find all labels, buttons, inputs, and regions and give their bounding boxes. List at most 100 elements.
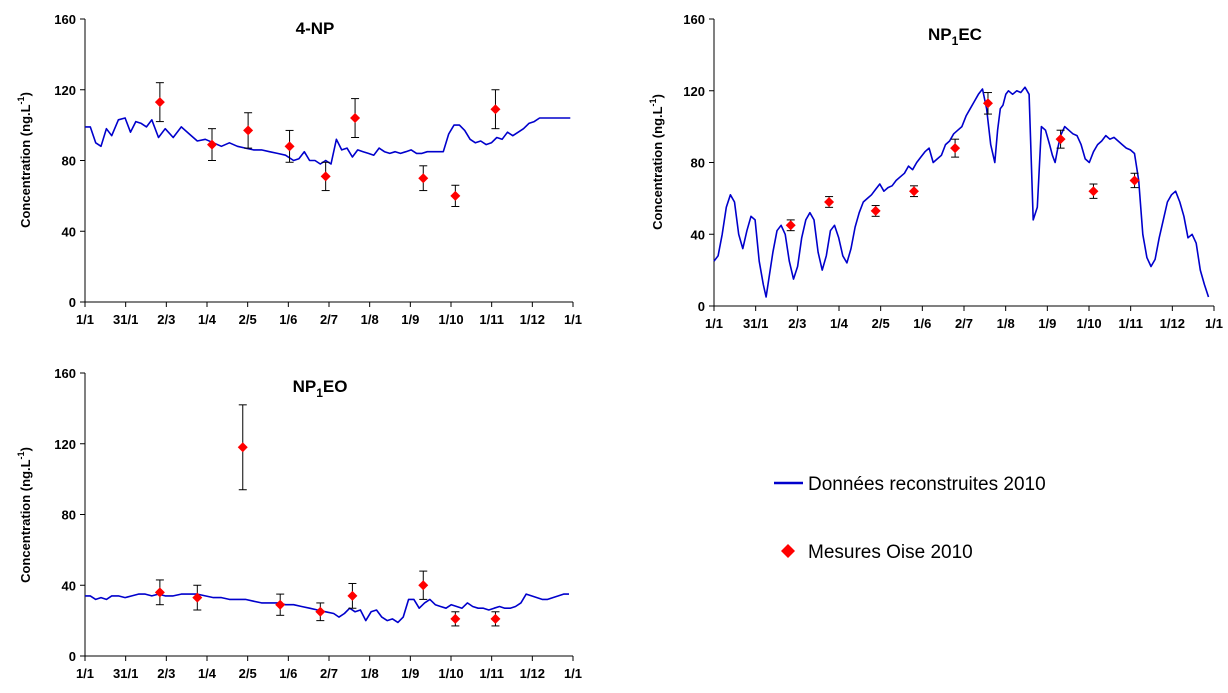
measurement-point (982, 98, 993, 109)
y-axis-label-end: ) (650, 94, 665, 98)
chart-4np: 0 40 80 120 160 1/1 31/1 2/3 1/4 2/5 1/6 2/7 1/8 1/9 1… (16, 12, 582, 327)
x-tick-label: 31/1 (113, 312, 138, 327)
x-tick-label: 1/8 (997, 316, 1015, 331)
x-tick-label: 1/10 (438, 666, 463, 681)
measurement-point (824, 196, 835, 207)
y-tick-label: 160 (54, 366, 76, 381)
y-tick-label: 120 (54, 83, 76, 98)
x-tick-label: 2/3 (157, 312, 175, 327)
y-tick-label: 80 (62, 154, 76, 169)
x-tick-label: 1/1 (76, 312, 94, 327)
x-tick-label: 31/1 (113, 666, 138, 681)
y-tick-label: 160 (683, 12, 705, 27)
x-tick-label: 1/9 (401, 312, 419, 327)
y-axis-label-superscript: -1 (648, 98, 658, 106)
y-tick-label: 80 (691, 156, 705, 171)
y-tick-label: 40 (62, 578, 76, 593)
measurement-point (418, 580, 429, 591)
y-axis-label-end: ) (18, 92, 33, 96)
measurement-point (284, 141, 295, 152)
x-tick-label: 1/8 (361, 666, 379, 681)
chart-title-main: NP (928, 25, 952, 44)
measurement-point (347, 590, 358, 601)
x-tick-label: 2/3 (157, 666, 175, 681)
measurement-point (785, 220, 796, 231)
y-tick-label: 0 (69, 649, 76, 664)
chart-title: 4-NP (296, 19, 335, 38)
chart-title-suffix: EC (958, 25, 982, 44)
x-tick-label: 1/10 (438, 312, 463, 327)
measurement-point (1129, 175, 1140, 186)
x-tick-label: 1/11 (1118, 316, 1143, 331)
x-tick-label: 1/9 (1038, 316, 1056, 331)
series-line-reconstructed (85, 117, 571, 165)
legend-line-label: Données reconstruites 2010 (808, 474, 1046, 495)
y-tick-label: 0 (698, 299, 705, 314)
chart-title-subscript: 1 (952, 34, 959, 48)
y-tick-label: 40 (62, 224, 76, 239)
measurement-point (275, 599, 286, 610)
y-axis-label-superscript: -1 (16, 96, 26, 104)
measurement-point (909, 186, 919, 197)
measurement-point (490, 104, 501, 115)
x-tick-label: 1/6 (279, 666, 297, 681)
measurement-point (207, 139, 218, 150)
y-tick-label: 160 (54, 12, 76, 27)
x-tick-label: 1/1 (1205, 316, 1223, 331)
y-axis-label-main: Concentration (ng.L (18, 104, 33, 228)
measurement-point (450, 613, 461, 624)
x-tick-label: 1/12 (1160, 316, 1185, 331)
measurement-point (315, 606, 326, 617)
legend-marker-swatch (781, 544, 795, 558)
y-tick-label: 120 (54, 437, 76, 452)
x-tick-label: 2/5 (239, 312, 257, 327)
x-tick-label: 1/4 (830, 316, 849, 331)
chart-title-main: NP (293, 377, 317, 396)
x-tick-label: 2/5 (872, 316, 890, 331)
x-tick-label: 1/12 (520, 312, 545, 327)
measurement-point (237, 442, 248, 453)
chart-title-main: 4-NP (296, 19, 335, 38)
measurement-point (154, 587, 165, 598)
measurement-point (192, 592, 203, 603)
y-axis-label-end: ) (18, 447, 33, 451)
measurement-point (154, 97, 165, 108)
y-tick-label: 120 (683, 84, 705, 99)
y-axis-label-main: Concentration (ng.L (18, 459, 33, 583)
x-tick-label: 31/1 (743, 316, 768, 331)
x-tick-label: 1/6 (913, 316, 931, 331)
legend-marker-label: Mesures Oise 2010 (808, 542, 973, 563)
x-tick-label: 2/7 (320, 666, 338, 681)
measurement-point (870, 205, 881, 216)
measurement-point (490, 613, 501, 624)
chart-title: NP1EO (293, 377, 348, 400)
x-tick-label: 1/1 (705, 316, 723, 331)
x-tick-label: 2/7 (955, 316, 973, 331)
measurement-point (1088, 186, 1099, 197)
legend: Données reconstruites 2010 Mesures Oise … (774, 474, 1046, 563)
measurement-point (243, 125, 254, 136)
x-tick-label: 1/4 (198, 312, 217, 327)
measurement-point (350, 113, 361, 124)
x-tick-label: 1/6 (279, 312, 297, 327)
y-tick-label: 80 (62, 508, 76, 523)
measurement-point (450, 190, 461, 201)
x-tick-label: 1/1 (76, 666, 94, 681)
chart-np1eo: 0 40 80 120 160 1/1 31/1 2/3 1/4 2/5 1/6 2/7 1/8 1/9 1… (16, 366, 582, 681)
chart-title-subscript: 1 (316, 386, 323, 400)
measurement-point (950, 143, 961, 154)
x-tick-label: 1/12 (520, 666, 545, 681)
x-tick-label: 1/1 (564, 666, 582, 681)
series-line-reconstructed (85, 593, 569, 624)
y-tick-label: 40 (691, 227, 705, 242)
x-tick-label: 1/11 (479, 666, 504, 681)
x-tick-label: 1/8 (361, 312, 379, 327)
measurement-point (1055, 134, 1066, 145)
y-axis-label-main: Concentration (ng.L (650, 106, 665, 230)
x-tick-label: 1/1 (564, 312, 582, 327)
x-tick-label: 1/9 (401, 666, 419, 681)
chart-title: NP1EC (928, 25, 982, 48)
y-axis-label: Concentration (ng.L-1) (16, 447, 33, 583)
x-tick-label: 1/4 (198, 666, 217, 681)
